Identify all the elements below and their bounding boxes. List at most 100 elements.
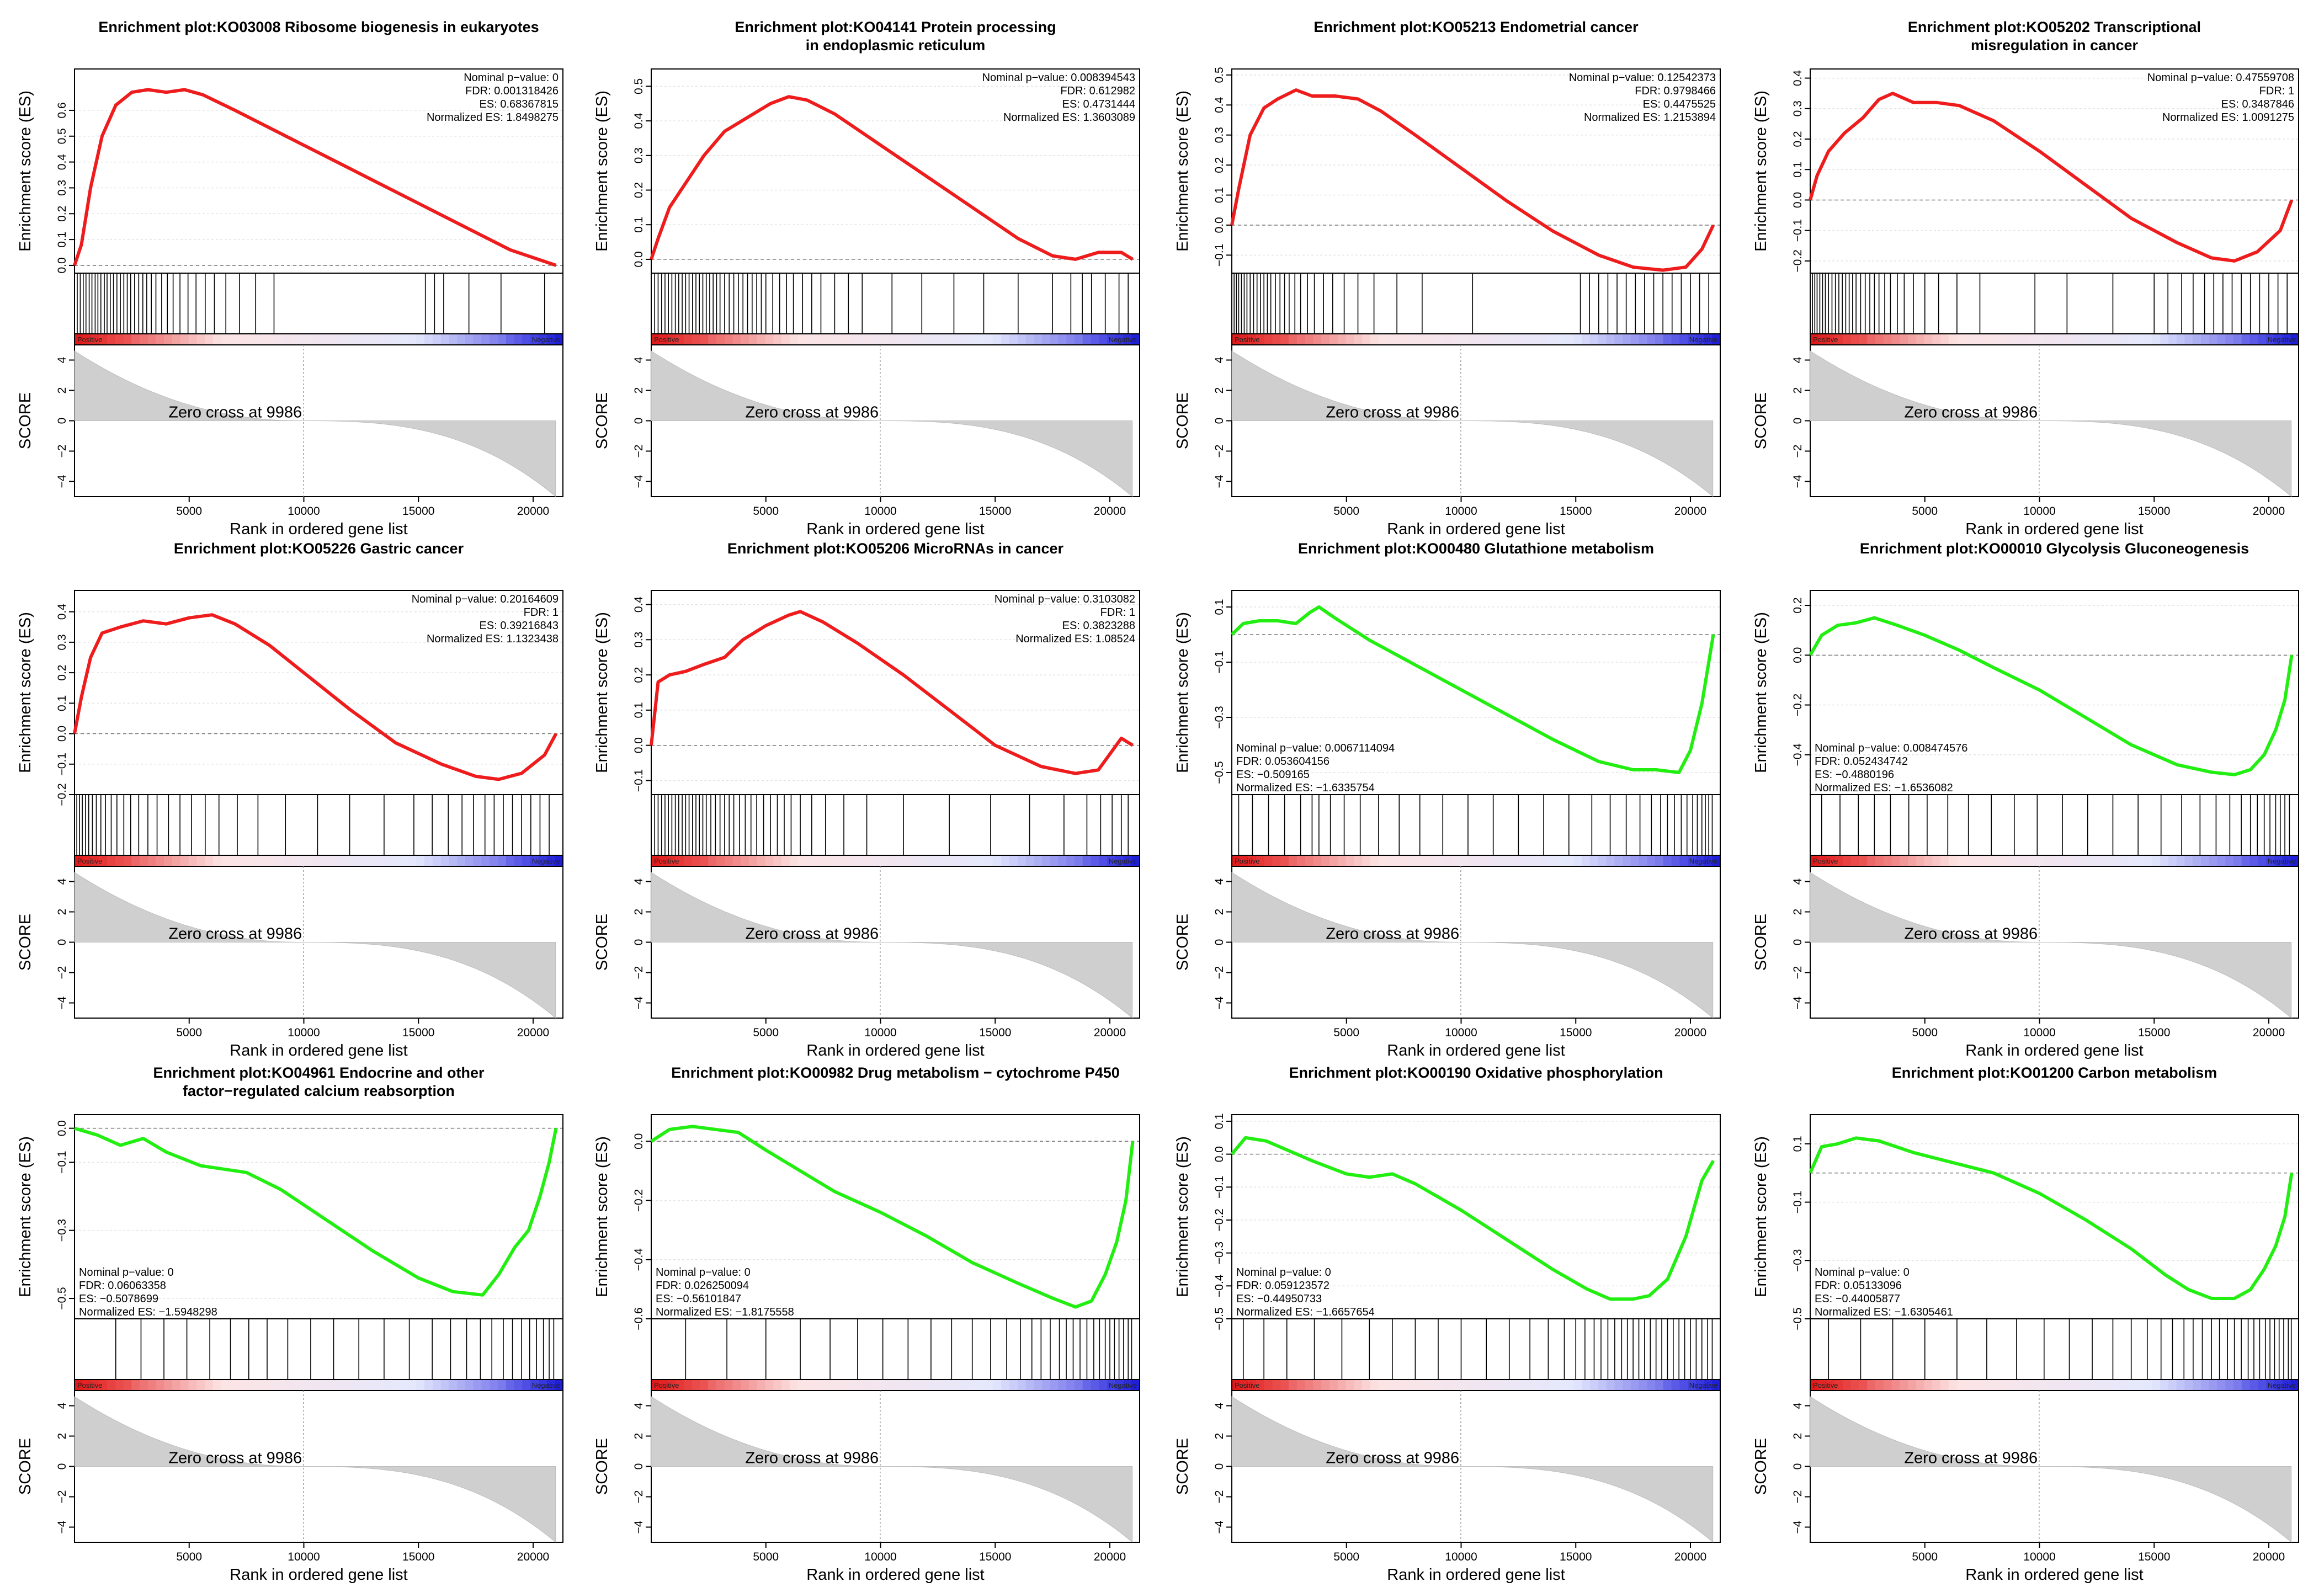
rank-color-segment bbox=[1590, 855, 1599, 866]
rank-color-segment bbox=[99, 1380, 108, 1391]
rank-color-segment bbox=[1810, 1380, 1819, 1391]
rank-color-segment bbox=[985, 1380, 994, 1391]
rank-color-segment bbox=[1981, 1380, 1990, 1391]
es-y-tick-label: 0.6 bbox=[56, 102, 68, 118]
rank-color-segment bbox=[676, 334, 684, 345]
rank-color-segment bbox=[318, 334, 327, 345]
rank-color-segment bbox=[1305, 334, 1314, 345]
es-curve bbox=[650, 1125, 1135, 1309]
negative-label: Negative bbox=[1109, 857, 1137, 865]
rank-color-segment bbox=[188, 855, 197, 866]
rank-color-segment bbox=[2103, 1380, 2112, 1391]
rank-color-segment bbox=[1614, 1380, 1623, 1391]
rank-color-segment bbox=[1017, 855, 1027, 866]
enrichment-panel-12: Enrichment plot:KO01200 Carbon metabolis… bbox=[1744, 1057, 2323, 1584]
es-y-tick-label: 0.0 bbox=[56, 1120, 68, 1136]
score-y-tick-label: 4 bbox=[56, 356, 68, 363]
es-curve bbox=[1230, 1136, 1715, 1301]
es-y-tick-label: −0.5 bbox=[1213, 1307, 1226, 1330]
rank-color-segment bbox=[1402, 855, 1412, 866]
rank-color-segment bbox=[724, 855, 733, 866]
rank-color-segment bbox=[440, 334, 450, 345]
x-axis-label: Rank in ordered gene list bbox=[1387, 1566, 1565, 1584]
rank-color-segment bbox=[716, 334, 725, 345]
stat-line: FDR: 1 bbox=[2259, 85, 2294, 97]
es-y-tick-label: −0.2 bbox=[1791, 694, 1804, 716]
score-y-tick-label: 2 bbox=[56, 909, 68, 915]
rank-color-segment bbox=[1443, 1380, 1452, 1391]
rank-color-segment bbox=[1630, 1380, 1640, 1391]
rank-color-segment bbox=[871, 334, 880, 345]
rank-color-segment bbox=[936, 1380, 945, 1391]
rank-color-segment bbox=[1313, 1380, 1322, 1391]
rank-color-segment bbox=[1050, 1380, 1059, 1391]
es-y-tick-label: 0.2 bbox=[56, 206, 68, 222]
enrichment-chart-8: Enrichment plot:KO00010 Glycolysis Gluco… bbox=[1752, 540, 2299, 1059]
rank-color-segment bbox=[2006, 334, 2014, 345]
rank-color-segment bbox=[270, 334, 279, 345]
rank-color-segment bbox=[375, 1380, 385, 1391]
es-curve bbox=[650, 610, 1134, 775]
rank-color-segment bbox=[1623, 1380, 1631, 1391]
positive-label: Positive bbox=[77, 857, 103, 865]
rank-color-segment bbox=[229, 334, 238, 345]
rank-color-segment bbox=[1875, 1380, 1884, 1391]
rank-color-segment bbox=[708, 1380, 717, 1391]
rank-color-segment bbox=[2078, 334, 2088, 345]
rank-color-segment bbox=[1460, 1380, 1469, 1391]
rank-color-segment bbox=[2095, 334, 2104, 345]
score-y-tick-label: −4 bbox=[56, 475, 68, 488]
rank-color-segment bbox=[1948, 855, 1958, 866]
rank-color-segment bbox=[294, 1380, 303, 1391]
x-tick-label: 20000 bbox=[1094, 1026, 1126, 1039]
rank-color-segment bbox=[1557, 334, 1566, 345]
rank-color-segment bbox=[1362, 334, 1371, 345]
rank-color-segment bbox=[433, 1380, 442, 1391]
rank-color-segment bbox=[1443, 855, 1452, 866]
rank-color-segment bbox=[2152, 1380, 2161, 1391]
score-y-tick-label: 2 bbox=[632, 1433, 645, 1440]
x-tick-label: 20000 bbox=[517, 505, 549, 518]
rank-color-segment bbox=[659, 855, 668, 866]
rank-color-segment bbox=[960, 1380, 969, 1391]
rank-color-segment bbox=[1411, 855, 1419, 866]
rank-color-segment bbox=[1370, 855, 1379, 866]
rank-color-segment bbox=[1948, 1380, 1958, 1391]
rank-color-segment bbox=[1671, 855, 1680, 866]
rank-color-segment bbox=[237, 1380, 246, 1391]
rank-color-segment bbox=[651, 855, 660, 866]
chart-title-line: Enrichment plot:KO01200 Carbon metabolis… bbox=[1892, 1064, 2217, 1081]
rank-color-segment bbox=[1001, 855, 1010, 866]
score-y-tick-label: 2 bbox=[1791, 909, 1804, 915]
rank-color-segment bbox=[1891, 334, 1900, 345]
rank-color-segment bbox=[1435, 855, 1444, 866]
rank-color-segment bbox=[1541, 1380, 1550, 1391]
rank-color-segment bbox=[2290, 855, 2299, 866]
rank-color-segment bbox=[1891, 855, 1900, 866]
rank-color-segment bbox=[1647, 334, 1656, 345]
rank-color-segment bbox=[2103, 334, 2112, 345]
rank-color-segment bbox=[1924, 855, 1933, 866]
es-y-tick-label: 0.2 bbox=[632, 667, 645, 683]
score-y-axis-label: SCORE bbox=[593, 392, 611, 449]
rank-color-segment bbox=[781, 334, 790, 345]
rank-color-segment bbox=[1932, 1380, 1941, 1391]
zero-cross-label: Zero cross at 9986 bbox=[168, 1450, 302, 1467]
rank-color-segment bbox=[481, 855, 490, 866]
rank-color-segment bbox=[2111, 334, 2120, 345]
rank-color-segment bbox=[838, 855, 847, 866]
rank-color-segment bbox=[546, 334, 555, 345]
rank-color-segment bbox=[2168, 1380, 2177, 1391]
rank-color-segment bbox=[1606, 334, 1615, 345]
es-y-tick-label: 0.1 bbox=[632, 217, 645, 233]
rank-color-segment bbox=[952, 855, 961, 866]
positive-label: Positive bbox=[1813, 1381, 1838, 1389]
score-area bbox=[1810, 350, 2292, 497]
stat-line: FDR: 0.9798466 bbox=[1635, 85, 1716, 97]
rank-color-segment bbox=[180, 1380, 189, 1391]
rank-color-segment bbox=[2160, 1380, 2169, 1391]
rank-color-segment bbox=[1240, 855, 1249, 866]
x-tick-label: 5000 bbox=[753, 505, 779, 518]
rank-color-segment bbox=[1280, 855, 1289, 866]
rank-color-segment bbox=[692, 855, 701, 866]
